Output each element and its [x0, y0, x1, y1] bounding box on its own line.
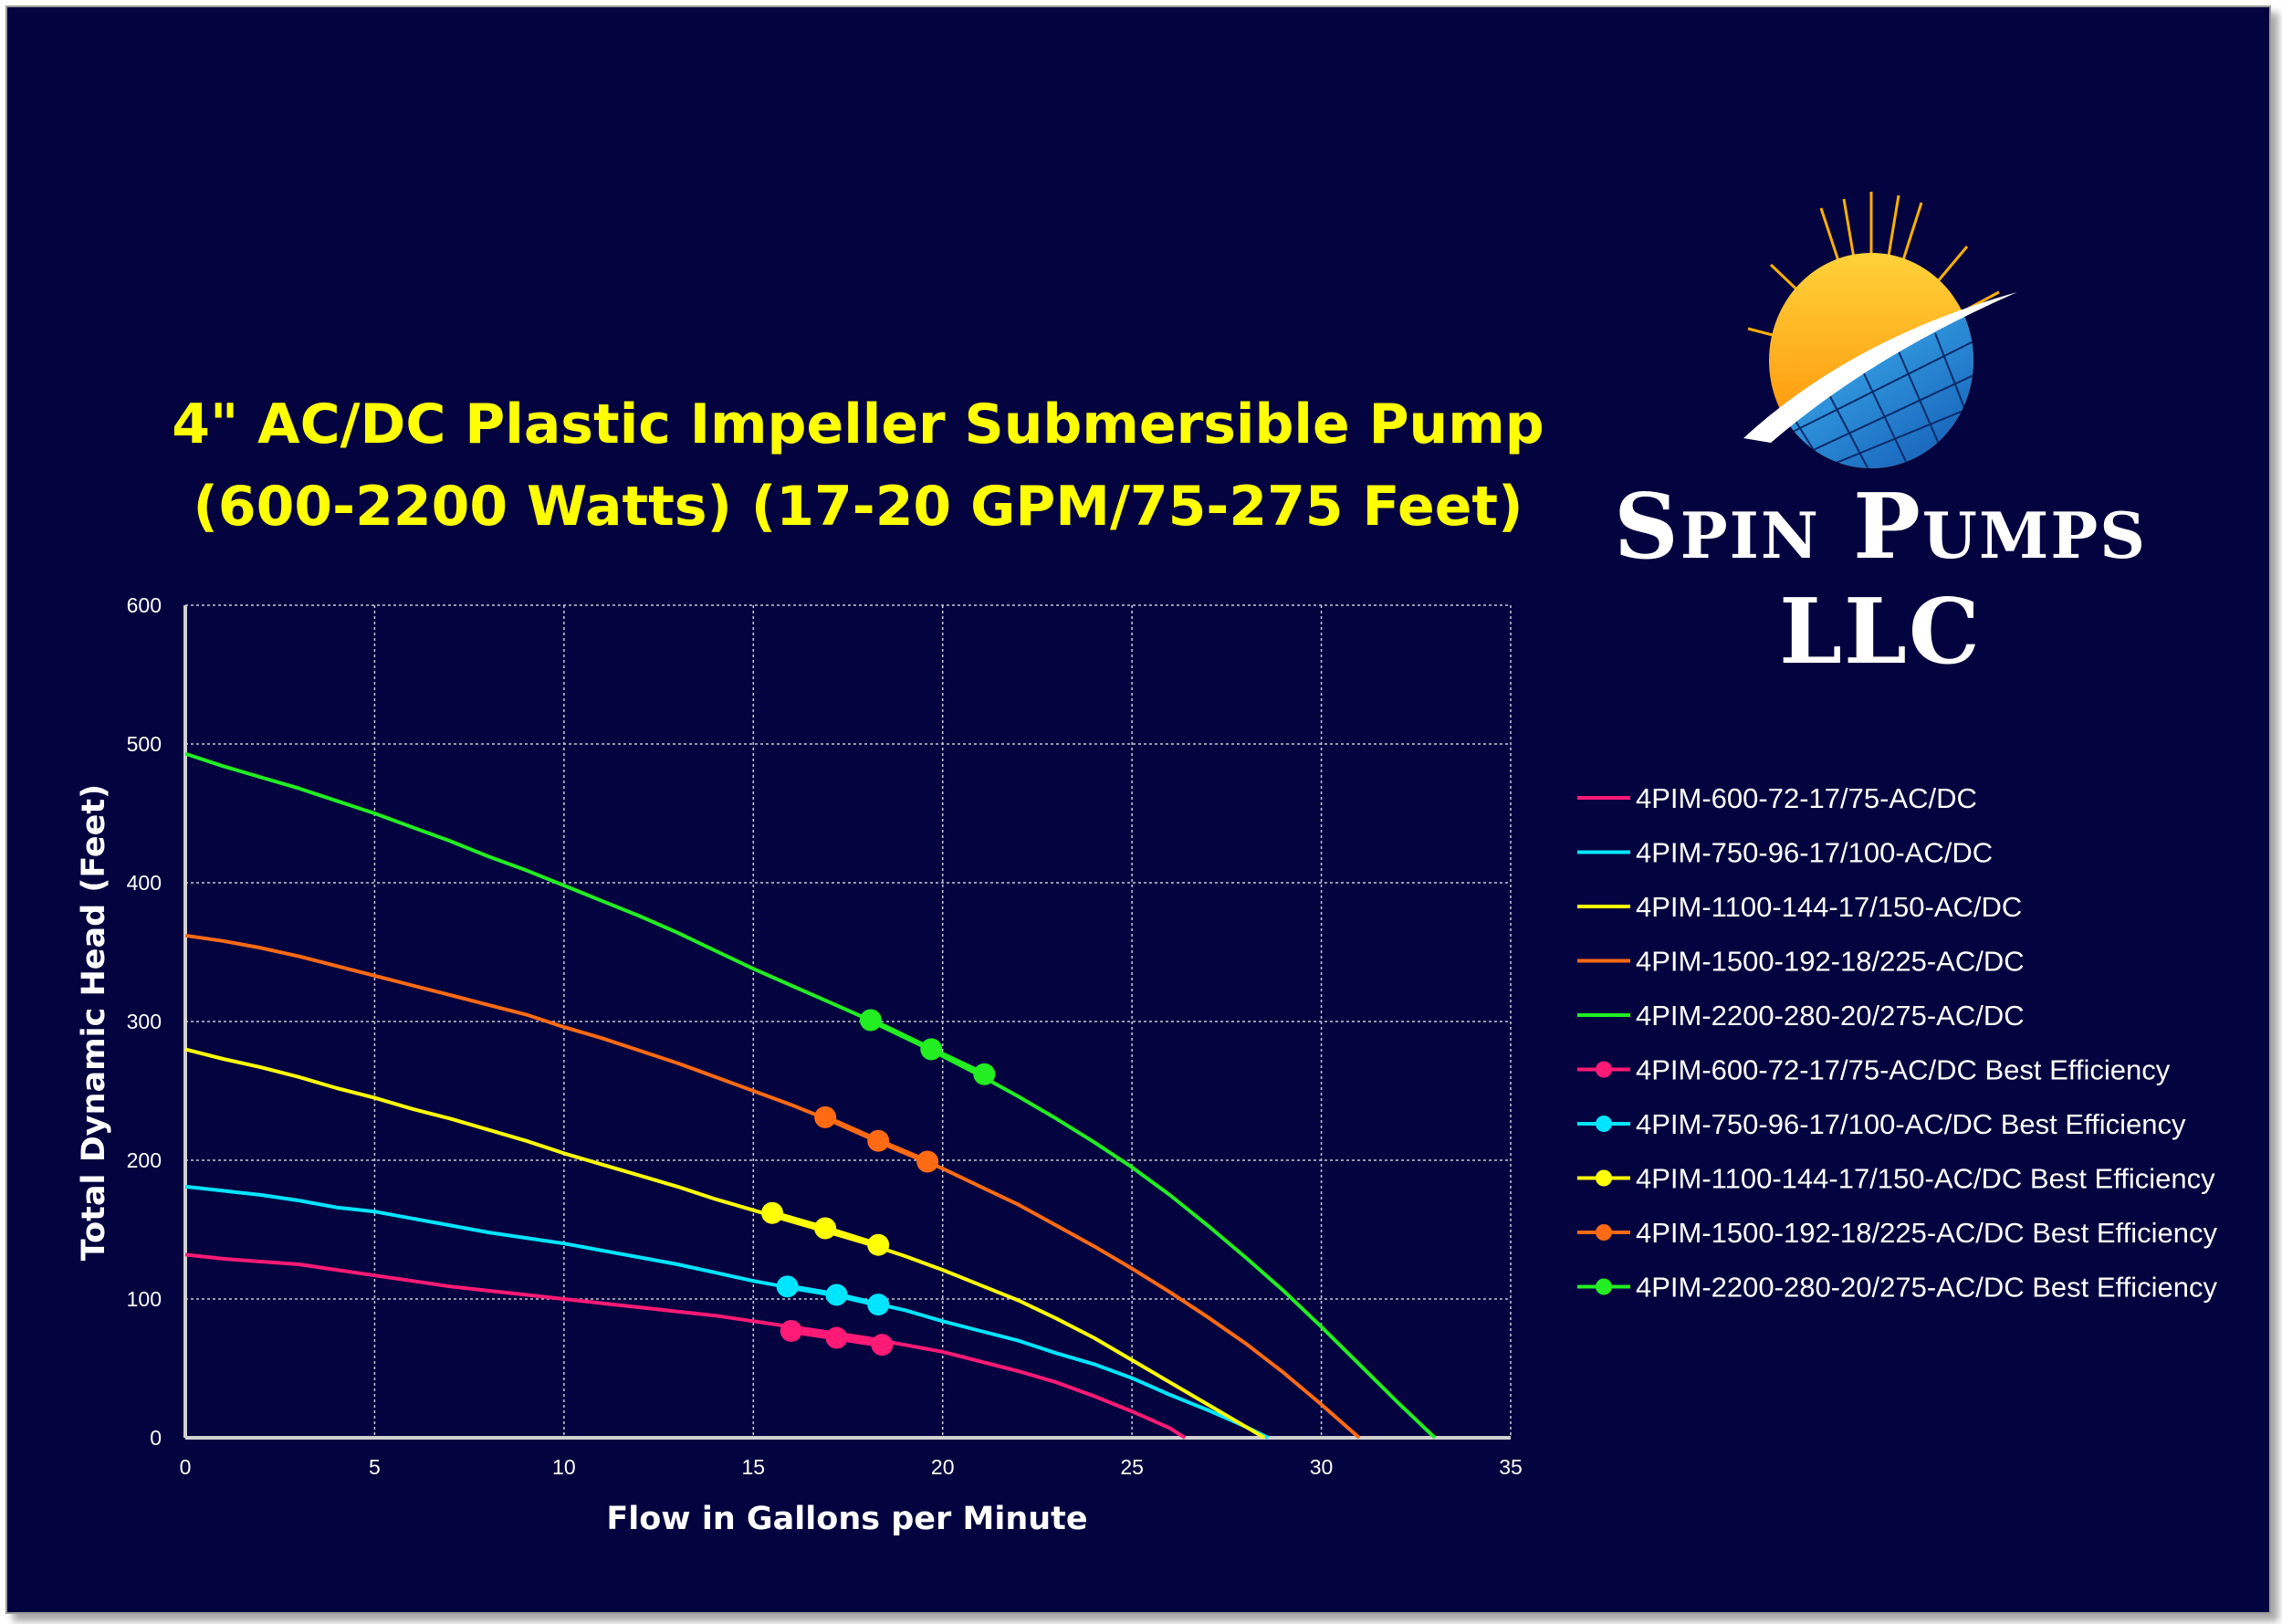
sun-solar-panel-logo-icon — [1743, 192, 2017, 468]
x-tick-label: 25 — [1120, 1455, 1144, 1479]
legend-marker — [1596, 1224, 1612, 1241]
best-efficiency-point — [920, 1038, 943, 1061]
best-efficiency-point — [814, 1105, 837, 1128]
legend-marker — [1596, 1169, 1612, 1187]
legend: 4PIM-600-72-17/75-AC/DC 4PIM-750-96-17/10… — [1577, 782, 2217, 1304]
chart-title-line1: 4" AC/DC Plastic Impeller Submersible Pu… — [172, 393, 1544, 456]
grid-lines — [185, 604, 1512, 1438]
y-tick-label: 600 — [127, 593, 162, 617]
legend-label: 4PIM-2200-280-20/275-AC/DC Best Efficien… — [1636, 1272, 2217, 1304]
y-tick-label: 400 — [127, 871, 162, 895]
legend-label: 4PIM-2200-280-20/275-AC/DC — [1636, 1000, 2025, 1032]
legend-label: 4PIM-1500-192-18/225-AC/DC Best Efficien… — [1636, 1217, 2217, 1249]
best-efficiency-markers — [761, 1009, 996, 1357]
legend-label: 4PIM-600-72-17/75-AC/DC — [1636, 782, 1977, 814]
legend-marker — [1596, 1278, 1612, 1295]
legend-label: 4PIM-750-96-17/100-AC/DC — [1636, 837, 1993, 869]
best-efficiency-point — [916, 1150, 939, 1173]
best-efficiency-point — [761, 1201, 784, 1224]
legend-label: 4PIM-1500-192-18/225-AC/DC — [1636, 946, 2025, 978]
legend-marker — [1596, 1116, 1612, 1132]
chart-title: 4" AC/DC Plastic Impeller Submersible Pu… — [0, 383, 1716, 548]
series-lines — [184, 751, 1437, 1440]
best-efficiency-point — [776, 1275, 799, 1298]
legend-label: 4PIM-750-96-17/100-AC/DC Best Efficiency — [1636, 1108, 2186, 1140]
x-tick-label: 35 — [1499, 1455, 1523, 1479]
best-efficiency-point — [867, 1129, 890, 1152]
best-efficiency-point — [973, 1063, 996, 1085]
best-efficiency-point — [780, 1319, 802, 1342]
series-line-5 — [184, 751, 1437, 1440]
legend-label: 4PIM-1100-144-17/150-AC/DC — [1636, 891, 2022, 923]
y-tick-label: 200 — [127, 1148, 162, 1172]
best-efficiency-point — [825, 1326, 848, 1349]
best-efficiency-point — [859, 1009, 882, 1032]
y-axis-title: Total Dynamic Head (Feet) — [76, 784, 112, 1261]
legend-marker — [1596, 1061, 1612, 1078]
legend-label: 4PIM-600-72-17/75-AC/DC Best Efficiency — [1636, 1054, 2171, 1086]
y-tick-label: 100 — [127, 1287, 162, 1311]
x-tick-label: 20 — [931, 1455, 955, 1479]
y-tick-label: 300 — [127, 1010, 162, 1033]
series-line-3 — [184, 1047, 1266, 1440]
x-tick-label: 0 — [180, 1455, 192, 1479]
x-tick-label: 30 — [1310, 1455, 1334, 1479]
x-tick-label: 5 — [369, 1455, 381, 1479]
best-efficiency-point — [867, 1294, 890, 1316]
x-tick-label: 10 — [552, 1455, 576, 1479]
best-efficiency-point — [871, 1334, 894, 1357]
chart-title-line2: (600-2200 Watts) (17-20 GPM/75-275 Feet) — [193, 475, 1523, 539]
best-efficiency-point — [814, 1217, 837, 1240]
best-efficiency-point — [825, 1283, 848, 1306]
brand-name: Spin Pumps LLC — [1613, 475, 2148, 685]
tick-labels: 0 5 10 15 20 25 30 35 0 100 200 300 400 500 600 — [127, 593, 1523, 1479]
series-line-4 — [184, 933, 1361, 1440]
y-tick-label: 500 — [127, 732, 162, 756]
best-efficiency-point — [867, 1233, 890, 1256]
x-axis-title: Flow in Gallons per Minute — [606, 1501, 1087, 1537]
axes — [183, 605, 1511, 1440]
series-line-2 — [184, 1184, 1270, 1440]
x-tick-label: 15 — [741, 1455, 765, 1479]
series-line-1 — [184, 1252, 1187, 1440]
y-tick-label: 0 — [150, 1426, 162, 1450]
legend-label: 4PIM-1100-144-17/150-AC/DC Best Efficien… — [1636, 1163, 2215, 1195]
